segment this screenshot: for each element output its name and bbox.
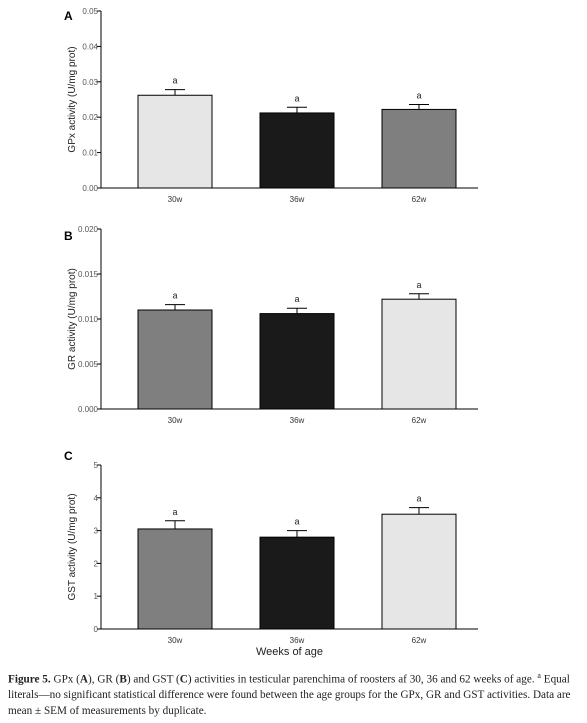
bar-b-30w bbox=[137, 309, 213, 410]
y-axis-label-b: GR activity (U/mg prot) bbox=[67, 268, 78, 370]
category-label-b-30w: 30w bbox=[168, 416, 183, 425]
caption-text-1: GPx ( bbox=[50, 673, 80, 686]
significance-label-c-36w: a bbox=[294, 517, 299, 527]
y-tick-label-a: 0.04 bbox=[82, 42, 98, 51]
category-label-a-30w: 30w bbox=[168, 195, 183, 204]
category-label-c-30w: 30w bbox=[168, 636, 183, 645]
caption-panel-a: A bbox=[79, 673, 88, 686]
y-tick-label-c: 5 bbox=[94, 461, 99, 470]
y-tick-label-c: 0 bbox=[94, 625, 99, 634]
significance-label-a-62w: a bbox=[416, 90, 421, 100]
significance-label-c-62w: a bbox=[416, 494, 421, 504]
panel-label-b: B bbox=[64, 229, 73, 243]
caption-text-4: ) activities in testicular parenchima of… bbox=[187, 673, 538, 686]
significance-label-b-36w: a bbox=[294, 294, 299, 304]
figure-caption: Figure 5. GPx (A), GR (B) and GST (C) ac… bbox=[8, 668, 580, 719]
y-tick-label-c: 3 bbox=[94, 527, 99, 536]
bar-c-30w bbox=[137, 528, 213, 630]
bar-b-36w bbox=[259, 313, 335, 410]
y-tick-label-a: 0.01 bbox=[82, 149, 98, 158]
y-tick-label-a: 0.03 bbox=[82, 78, 98, 87]
y-tick-label-b: 0.000 bbox=[78, 405, 99, 414]
bar-a-36w bbox=[259, 112, 335, 189]
significance-label-b-62w: a bbox=[416, 280, 421, 290]
y-tick-label-b: 0.015 bbox=[78, 270, 99, 279]
significance-label-c-30w: a bbox=[172, 507, 177, 517]
y-tick-label-b: 0.010 bbox=[78, 315, 99, 324]
y-tick-label-c: 4 bbox=[94, 494, 99, 503]
y-tick-label-c: 2 bbox=[94, 559, 99, 568]
y-axis-label-c: GST activity (U/mg prot) bbox=[67, 493, 78, 600]
y-tick-label-b: 0.005 bbox=[78, 360, 99, 369]
caption-text-3: ) and GST ( bbox=[126, 673, 180, 686]
y-tick-label-a: 0.02 bbox=[82, 113, 98, 122]
caption-superscript: a bbox=[537, 671, 541, 680]
x-axis-label-c: Weeks of age bbox=[256, 646, 323, 658]
y-axis-label-a: GPx activity (U/mg prot) bbox=[67, 46, 78, 152]
caption-panel-b: B bbox=[119, 673, 127, 686]
y-tick-label-a: 0.00 bbox=[82, 184, 98, 193]
panel-label-c: C bbox=[64, 449, 73, 463]
category-label-c-36w: 36w bbox=[290, 636, 305, 645]
bar-c-62w bbox=[381, 513, 457, 630]
category-label-a-36w: 36w bbox=[290, 195, 305, 204]
caption-text-2: ), GR ( bbox=[88, 673, 120, 686]
category-label-a-62w: 62w bbox=[412, 195, 427, 204]
category-label-b-62w: 62w bbox=[412, 416, 427, 425]
caption-text-5: Equal literals—no significant statistica… bbox=[8, 673, 571, 717]
significance-label-a-36w: a bbox=[294, 93, 299, 103]
caption-panel-c: C bbox=[179, 673, 188, 686]
category-label-c-62w: 62w bbox=[412, 636, 427, 645]
panel-label-a: A bbox=[64, 9, 73, 23]
significance-label-a-30w: a bbox=[172, 76, 177, 86]
y-tick-label-a: 0.05 bbox=[82, 7, 98, 16]
figure-5-charts: 0.00 0.01 0.02 0.03 0.04 0.05 A GPx activity (U… bbox=[64, 7, 478, 658]
category-label-b-36w: 36w bbox=[290, 416, 305, 425]
bar-b-62w bbox=[381, 298, 457, 410]
y-tick-label-b: 0.020 bbox=[78, 225, 99, 234]
bar-a-30w bbox=[137, 94, 213, 189]
y-tick-label-c: 1 bbox=[94, 592, 99, 601]
bar-a-62w bbox=[381, 108, 457, 189]
bar-c-36w bbox=[259, 536, 335, 630]
caption-label: Figure 5. bbox=[8, 673, 51, 686]
significance-label-b-30w: a bbox=[172, 291, 177, 301]
